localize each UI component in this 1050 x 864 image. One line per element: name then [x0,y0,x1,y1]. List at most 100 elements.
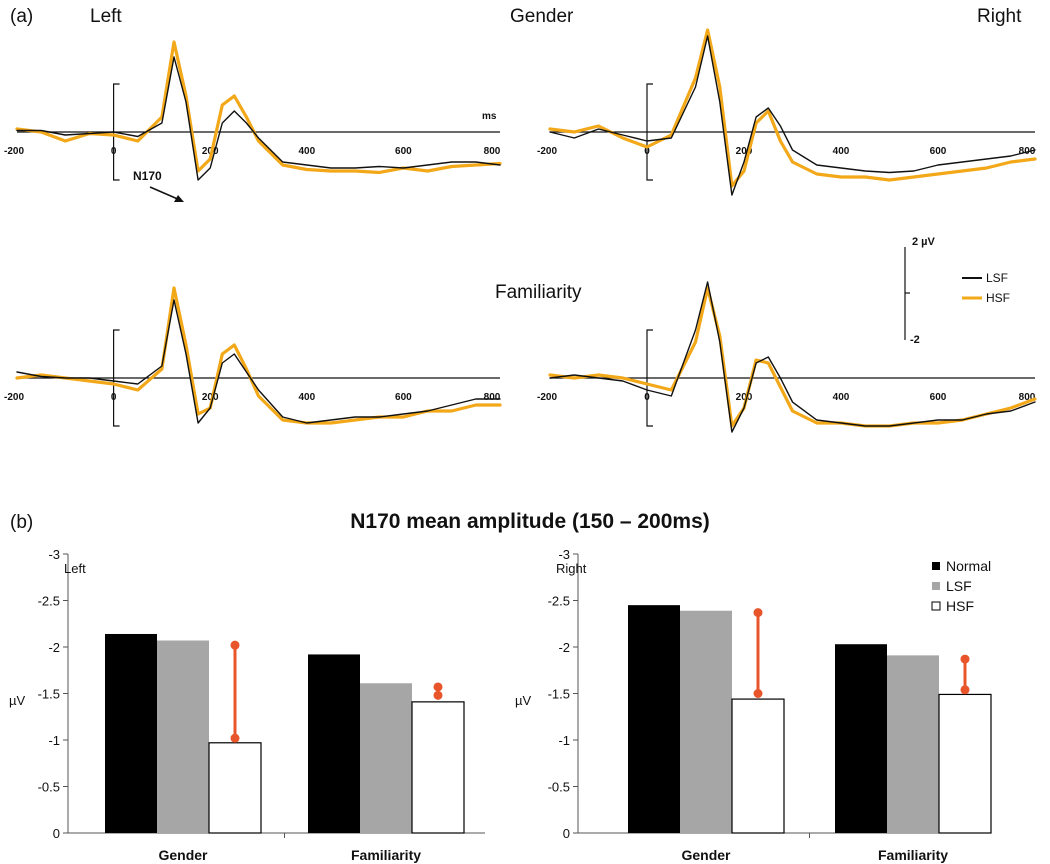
scale-top-label: 2 µV [912,236,936,248]
y-tick-label: 0 [53,826,60,841]
difference-marker-dot [230,640,240,650]
n170-annotation: N170 [133,169,162,183]
series-hsf-line [15,40,502,175]
erp-familiarity-left: -200 0 200 400 600 800 [4,286,502,427]
bar-normal [835,644,887,833]
series-hsf-line [548,286,1037,428]
legend-normal-label: Normal [946,558,991,574]
n170-arrowhead [174,195,184,202]
x-tick-label: -200 [537,146,557,157]
x-tick-label: -200 [537,392,557,403]
difference-marker-dot [433,682,443,692]
erp-gender-right: -200 0 200 400 600 800 [537,28,1037,196]
scale-bottom-label: -2 [910,334,920,346]
legend-hsf-label: HSF [986,291,1010,305]
right-hemisphere-label: Right [977,6,1022,27]
difference-marker-dot [433,690,443,700]
category-label: Gender [158,847,208,863]
difference-marker-dot [753,689,763,698]
x-tick-label: 0 [644,146,650,157]
amplitude-bracket [646,329,653,427]
x-tick-label: 0 [111,392,117,403]
y-tick-label: 0 [563,826,570,841]
erp-gender-left: -200 0 200 400 600 800 [4,40,502,181]
legend-lsf-bar-label: LSF [946,578,972,594]
series-lsf-line [549,281,1036,433]
legend-hsf-bar-label: HSF [946,598,974,614]
hemisphere-label: Left [64,561,86,576]
x-tick-label: 800 [484,392,501,403]
y-tick-label: -0.5 [38,780,60,795]
panel-a-label: (a) [10,6,33,27]
category-label: Familiarity [878,847,948,863]
legend-lsf-label: LSF [986,271,1008,285]
y-tick-label: -1 [558,733,570,748]
y-tick-label: -1.5 [38,687,60,702]
category-label: Gender [681,847,731,863]
y-tick-label: -3 [558,547,570,562]
x-tick-label: 400 [298,146,315,157]
x-tick-label: -200 [4,392,24,403]
panel-b-title: N170 mean amplitude (150 – 200ms) [350,510,710,533]
bar-lsf [680,610,732,833]
category-label: Familiarity [351,847,421,863]
legend-lsf-bar-swatch [932,582,940,590]
bar-lsf [360,683,412,833]
x-tick-label: 600 [395,392,412,403]
ms-unit-label: ms [482,111,497,122]
x-tick-label: 400 [833,392,850,403]
bar-normal [105,633,157,833]
legend-normal-swatch [932,562,940,570]
x-tick-label: 0 [111,146,117,157]
panel-b-label: (b) [10,512,33,533]
x-tick-label: 200 [736,146,753,157]
x-tick-label: 600 [930,392,947,403]
x-tick-label: 400 [298,392,315,403]
left-y-axis-unit: µV [9,693,25,708]
familiarity-row-label: Familiarity [495,282,582,303]
series-hsf-line [15,286,502,425]
difference-marker-dot [230,733,240,743]
bar-hsf [938,693,992,834]
x-tick-label: 200 [202,392,219,403]
right-y-axis-unit: µV [515,693,531,708]
x-tick-label: 600 [930,146,947,157]
amplitude-bracket [112,329,120,427]
difference-marker-dot [753,608,763,618]
amplitude-bracket [646,83,653,181]
bar-hsf [731,698,785,834]
left-hemisphere-label: Left [90,6,122,27]
x-tick-label: 600 [395,146,412,157]
y-tick-label: -1 [48,733,60,748]
difference-marker-dot [960,654,970,664]
bar-lsf [887,655,939,833]
series-hsf-line [548,28,1037,188]
x-tick-label: 400 [833,146,850,157]
x-tick-label: 200 [736,392,753,403]
x-tick-label: 0 [644,392,650,403]
y-tick-label: -3 [48,547,60,562]
n170-arrow [149,186,181,201]
legend-hsf-bar-swatch [931,601,941,611]
erp-familiarity-right: -200 0 200 400 600 800 [537,281,1037,433]
y-tick-label: -2 [558,640,570,655]
y-tick-label: -1.5 [548,687,570,702]
y-tick-label: -2.5 [38,594,60,609]
x-tick-label: 800 [1019,392,1036,403]
y-tick-label: -2 [48,640,60,655]
series-lsf-line [549,35,1036,196]
gender-row-label: Gender [510,6,574,27]
difference-marker-dot [960,685,970,695]
bar-chart-right: -3 -2.5 -2 -1.5 -1 -0.5 0 Right Gender Familiarit… [548,547,992,863]
bar-normal [628,605,680,833]
bar-normal [308,654,360,833]
y-tick-label: -0.5 [548,780,570,795]
series-lsf-line [16,56,501,181]
bar-lsf [157,640,209,833]
bar-hsf [208,742,262,834]
hemisphere-label: Right [556,561,587,576]
bar-hsf [411,701,465,834]
bar-chart-left: -3 -2.5 -2 -1.5 -1 -0.5 0 Left Gender Familiarity [38,547,485,863]
y-tick-label: -2.5 [548,594,570,609]
